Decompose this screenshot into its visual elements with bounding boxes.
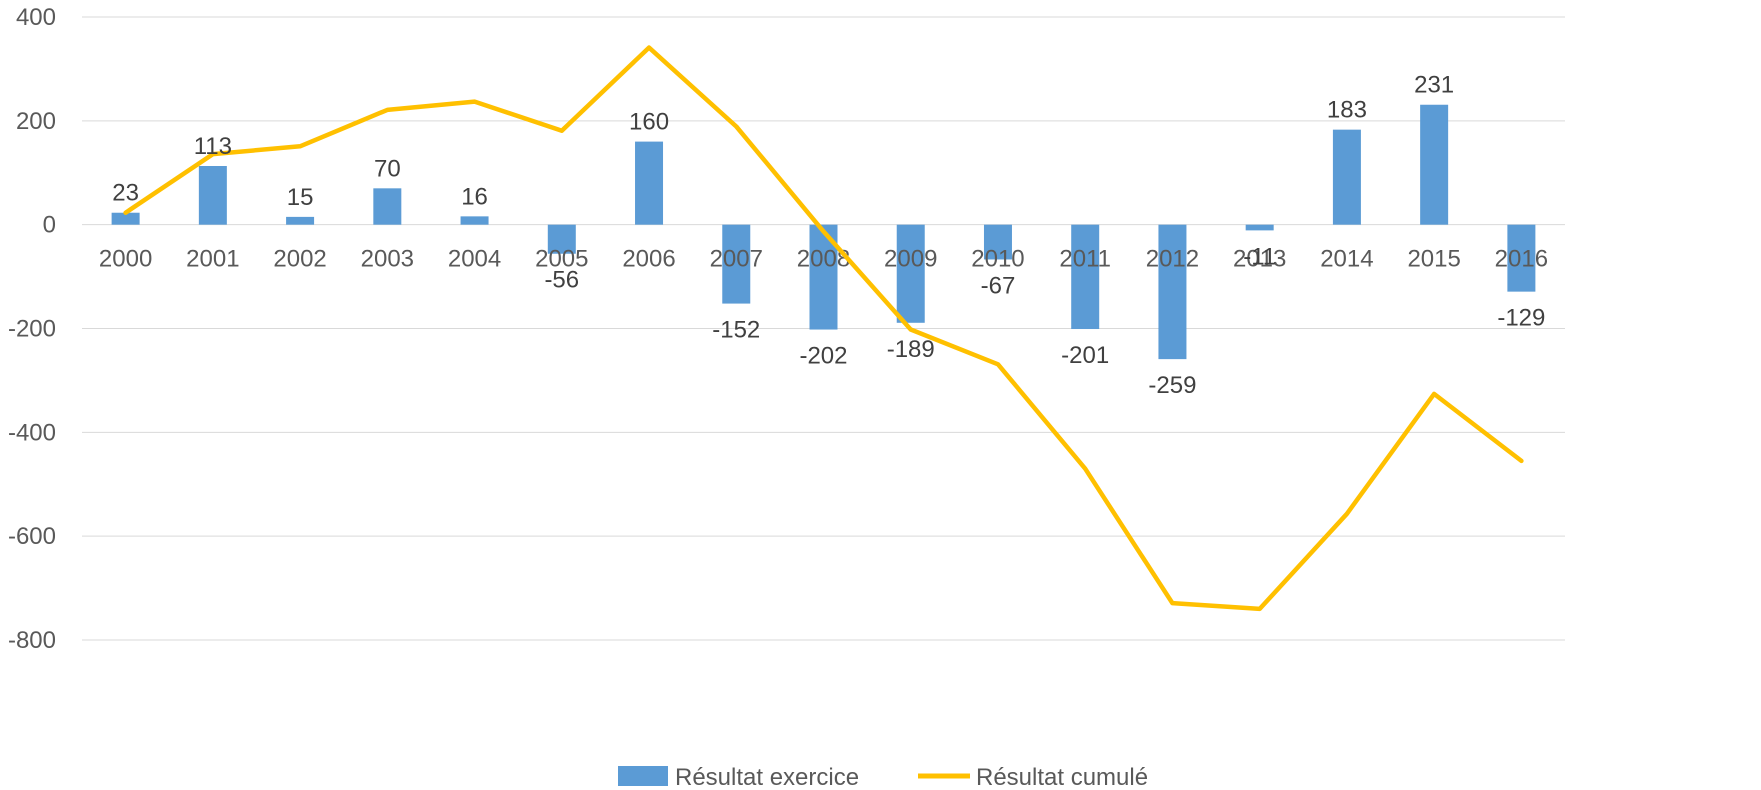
bar-data-label: -189 bbox=[887, 336, 935, 363]
x-tick-label: 2001 bbox=[186, 246, 239, 273]
legend: Résultat exercice Résultat cumulé bbox=[618, 764, 1148, 790]
bar-data-label: -201 bbox=[1061, 342, 1109, 369]
bar-data-label: 231 bbox=[1414, 72, 1454, 99]
y-tick-label: 400 bbox=[16, 4, 56, 31]
bar bbox=[547, 224, 576, 254]
bar bbox=[1420, 104, 1449, 225]
y-tick-label: 0 bbox=[43, 212, 56, 239]
bar-data-label: 113 bbox=[194, 133, 232, 160]
x-tick-label: 2003 bbox=[361, 246, 414, 273]
x-tick-label: 2000 bbox=[99, 246, 152, 273]
bar-data-label: -259 bbox=[1148, 372, 1196, 399]
bar bbox=[635, 141, 664, 225]
bar-data-label: 70 bbox=[374, 155, 401, 182]
bar-data-label: -129 bbox=[1497, 305, 1545, 332]
bar-series bbox=[111, 104, 1536, 360]
x-tick-label: 2013 bbox=[1233, 246, 1286, 273]
legend-swatch-bar bbox=[618, 766, 668, 786]
bar bbox=[722, 224, 751, 304]
bar-data-label: 183 bbox=[1327, 97, 1367, 124]
y-tick-label: -800 bbox=[8, 627, 56, 654]
x-tick-label: 2012 bbox=[1146, 246, 1199, 273]
bar-data-label: 16 bbox=[461, 183, 488, 210]
x-axis-category-labels: 2000 2001 2002 2003 2004 2005 2006 2007 2008 2009… bbox=[99, 246, 1548, 273]
x-tick-label: 2009 bbox=[884, 246, 937, 273]
bar-data-label: 23 bbox=[112, 180, 139, 207]
bar-data-label: -152 bbox=[712, 317, 760, 344]
bar bbox=[111, 212, 140, 225]
x-tick-label: 2007 bbox=[710, 246, 763, 273]
x-tick-label: 2010 bbox=[971, 246, 1024, 273]
bar bbox=[896, 224, 925, 323]
bar bbox=[373, 188, 402, 225]
bar bbox=[286, 216, 315, 225]
bar-data-label: -67 bbox=[981, 272, 1016, 299]
bar-data-labels: 23 113 15 70 16 -56 160 -152 -202 -189 -67 -201 -259… bbox=[112, 72, 1545, 399]
y-axis-ticks: 400 200 0 -200 -400 -600 -800 bbox=[8, 4, 56, 654]
bar-data-label: 160 bbox=[629, 109, 669, 136]
y-tick-label: -200 bbox=[8, 316, 56, 343]
bar-data-label: -56 bbox=[544, 267, 579, 294]
bar bbox=[460, 216, 489, 225]
x-tick-label: 2006 bbox=[622, 246, 675, 273]
bar-data-label: -202 bbox=[799, 343, 847, 370]
bar-data-label: -11 bbox=[1243, 243, 1276, 270]
bar bbox=[1245, 224, 1274, 231]
x-tick-label: 2014 bbox=[1320, 246, 1373, 273]
y-tick-label: -600 bbox=[8, 523, 56, 550]
x-tick-label: 2015 bbox=[1407, 246, 1460, 273]
bar bbox=[1507, 224, 1536, 292]
x-tick-label: 2004 bbox=[448, 246, 501, 273]
x-tick-label: 2011 bbox=[1059, 246, 1111, 273]
x-tick-label: 2016 bbox=[1495, 246, 1548, 273]
y-tick-label: -400 bbox=[8, 419, 56, 446]
x-tick-label: 2002 bbox=[273, 246, 326, 273]
line-series bbox=[123, 45, 1524, 612]
legend-label-line: Résultat cumulé bbox=[976, 764, 1148, 790]
bar bbox=[1158, 224, 1187, 360]
y-tick-label: 200 bbox=[16, 108, 56, 135]
bar bbox=[983, 224, 1012, 260]
bar bbox=[1071, 224, 1100, 330]
x-tick-label: 2005 bbox=[535, 246, 588, 273]
bar-data-label: 15 bbox=[287, 184, 314, 211]
legend-label-bar: Résultat exercice bbox=[675, 764, 859, 790]
bar bbox=[198, 166, 227, 225]
bar bbox=[1332, 129, 1361, 225]
